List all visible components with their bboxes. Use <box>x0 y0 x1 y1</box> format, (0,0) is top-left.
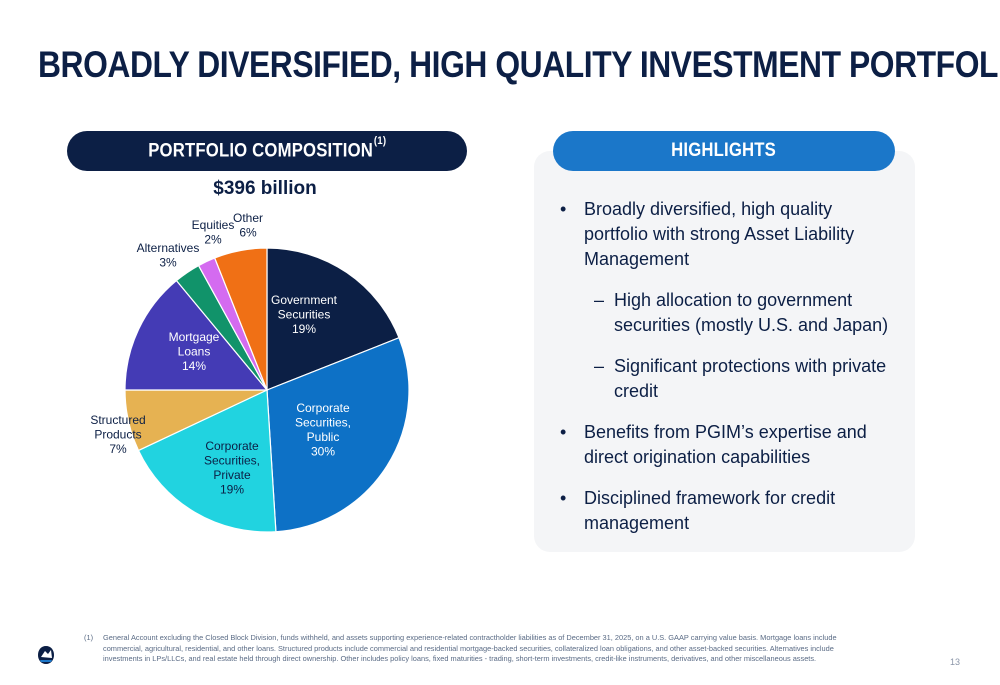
pie-slice <box>124 279 269 391</box>
bullet-marker: • <box>560 199 567 219</box>
highlight-bullet: • Broadly diversified, high quality port… <box>560 197 895 272</box>
slice-label: Equities 2% <box>192 218 235 247</box>
pie-slice <box>266 336 410 533</box>
slice-category-label: Corporate <box>296 401 350 415</box>
slice-label: Government Securities 19% <box>271 293 338 336</box>
slice-category-label: Securities, <box>295 416 351 430</box>
page-number: 13 <box>950 657 961 667</box>
bullet-text: Significant protections with private cre… <box>614 356 887 401</box>
slice-label: Structured Products 7% <box>90 413 145 456</box>
footnote-reference: (1) <box>373 134 387 147</box>
slice-category-label: Mortgage <box>169 330 220 344</box>
highlight-bullet: • Benefits from PGIM’s expertise and dir… <box>560 420 895 470</box>
slice-category-label: Equities <box>192 218 235 232</box>
highlight-sub-bullet: – High allocation to government securiti… <box>560 288 895 338</box>
company-logo-icon <box>38 646 54 664</box>
slice-value-label: 19% <box>292 322 316 336</box>
slice-label: Alternatives 3% <box>137 241 200 270</box>
slice-value-label: 14% <box>182 359 206 373</box>
slice-label: Other 6% <box>233 211 263 240</box>
slice-label: Mortgage Loans 14% <box>169 330 220 373</box>
slice-value-label: 7% <box>109 442 127 456</box>
portfolio-total: $396 billion <box>213 178 317 199</box>
slice-value-label: 30% <box>311 445 335 459</box>
highlights-panel <box>534 151 915 552</box>
highlights-label: HIGHLIGHTS <box>671 140 777 161</box>
slice-label: Corporate Securities, Private 19% <box>204 439 260 497</box>
slice-category-label: Structured <box>90 413 145 427</box>
slice-category-label: Government <box>271 293 338 307</box>
bullet-text: Broadly diversified, high quality portfo… <box>584 199 855 269</box>
footnote: (1) General Account excluding the Closed… <box>84 633 844 665</box>
bullet-marker: – <box>594 356 605 376</box>
pie-slice <box>137 389 277 533</box>
pie-slice <box>266 247 400 391</box>
slice-label: Corporate Securities, Public 30% <box>295 401 351 459</box>
slice-category-label: Private <box>213 468 251 482</box>
slice-category-label: Other <box>233 211 263 225</box>
bullet-marker: – <box>594 290 605 310</box>
bullet-text: High allocation to government securities… <box>614 290 889 335</box>
highlight-sub-bullet: – Significant protections with private c… <box>560 354 895 404</box>
slice-value-label: 3% <box>159 256 177 270</box>
slide-title: BROADLY DIVERSIFIED, HIGH QUALITY INVEST… <box>38 44 1000 85</box>
highlights-header: HIGHLIGHTS <box>553 131 895 171</box>
slice-category-label: Securities, <box>204 454 260 468</box>
bullet-text: Benefits from PGIM’s expertise and direc… <box>584 422 867 467</box>
slice-category-label: Securities <box>278 308 331 322</box>
footnote-text: General Account excluding the Closed Blo… <box>103 633 837 663</box>
slice-category-label: Alternatives <box>137 241 200 255</box>
footnote-number: (1) <box>84 633 94 642</box>
portfolio-composition-label: PORTFOLIO COMPOSITION <box>147 140 373 162</box>
slice-category-label: Corporate <box>205 439 259 453</box>
portfolio-composition-header: PORTFOLIO COMPOSITION(1) <box>67 131 467 171</box>
slice-category-label: Products <box>94 428 141 442</box>
highlights-list: • Broadly diversified, high quality port… <box>560 197 895 536</box>
slice-category-label: Public <box>307 430 340 444</box>
slice-value-label: 19% <box>220 483 244 497</box>
bullet-marker: • <box>560 422 567 442</box>
highlight-bullet: • Disciplined framework for credit manag… <box>560 486 895 536</box>
bullet-marker: • <box>560 488 567 508</box>
pie-slice <box>213 247 268 391</box>
slice-value-label: 2% <box>204 233 222 247</box>
bullet-text: Disciplined framework for credit managem… <box>584 488 836 533</box>
slice-value-label: 6% <box>239 226 257 240</box>
slice-category-label: Loans <box>178 345 211 359</box>
